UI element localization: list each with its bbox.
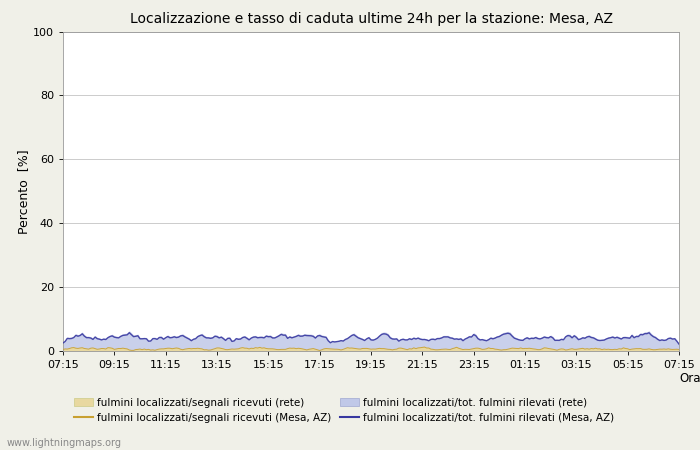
Y-axis label: Percento  [%]: Percento [%] bbox=[18, 149, 30, 234]
Text: Orario: Orario bbox=[679, 372, 700, 385]
Text: www.lightningmaps.org: www.lightningmaps.org bbox=[7, 438, 122, 448]
Legend: fulmini localizzati/segnali ricevuti (rete), fulmini localizzati/segnali ricevut: fulmini localizzati/segnali ricevuti (re… bbox=[74, 398, 614, 423]
Title: Localizzazione e tasso di caduta ultime 24h per la stazione: Mesa, AZ: Localizzazione e tasso di caduta ultime … bbox=[130, 12, 612, 26]
